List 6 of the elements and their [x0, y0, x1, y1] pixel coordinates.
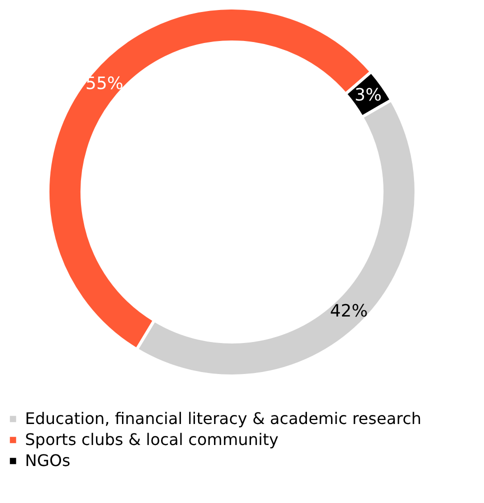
data-label: 55% [86, 74, 124, 94]
legend-label: NGOs [25, 451, 70, 470]
legend-label: Sports clubs & local community [25, 430, 278, 449]
data-label: 42% [330, 301, 368, 322]
data-label: 3% [354, 85, 382, 106]
legend-label: Education, financial literacy & academic research [25, 409, 422, 428]
